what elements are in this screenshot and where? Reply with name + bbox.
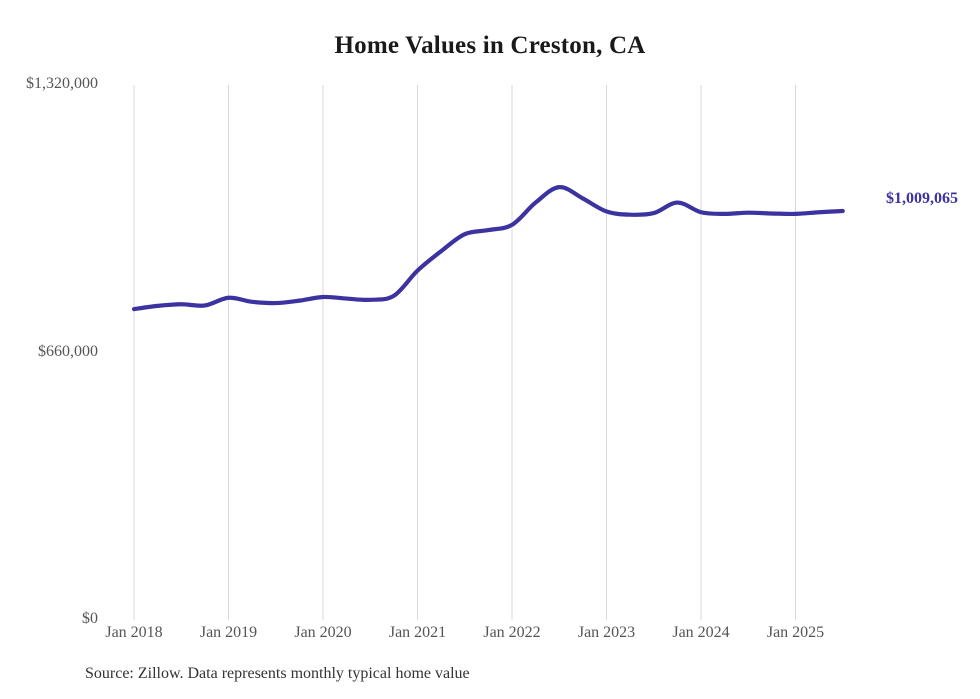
x-axis-tick-label: Jan 2023 — [577, 624, 636, 641]
plot-area — [131, 85, 845, 620]
series-line-typical-home-value — [131, 185, 845, 312]
gridlines-group — [133, 85, 796, 620]
y-axis-tick-label: $1,320,000 — [26, 75, 98, 92]
x-axis-tick-label: Jan 2019 — [199, 624, 258, 641]
x-axis-tick-label: Jan 2020 — [294, 624, 352, 641]
y-axis-tick-label: $660,000 — [38, 342, 98, 360]
source-note: Source: Zillow. Data represents monthly … — [85, 665, 470, 682]
x-axis-tick-label: Jan 2022 — [483, 624, 541, 641]
y-axis-tick-label: $0 — [82, 610, 98, 627]
x-axis-tick-label: Jan 2018 — [105, 624, 163, 641]
x-axis-tick-label: Jan 2025 — [766, 624, 825, 641]
line-chart-svg — [131, 85, 845, 620]
end-value-annotation: $1,009,065 — [886, 190, 958, 207]
page-title: Home Values in Creston, CA — [334, 32, 646, 59]
x-axis-tick-label: Jan 2021 — [388, 624, 447, 641]
x-axis-tick-label: Jan 2024 — [672, 624, 730, 641]
